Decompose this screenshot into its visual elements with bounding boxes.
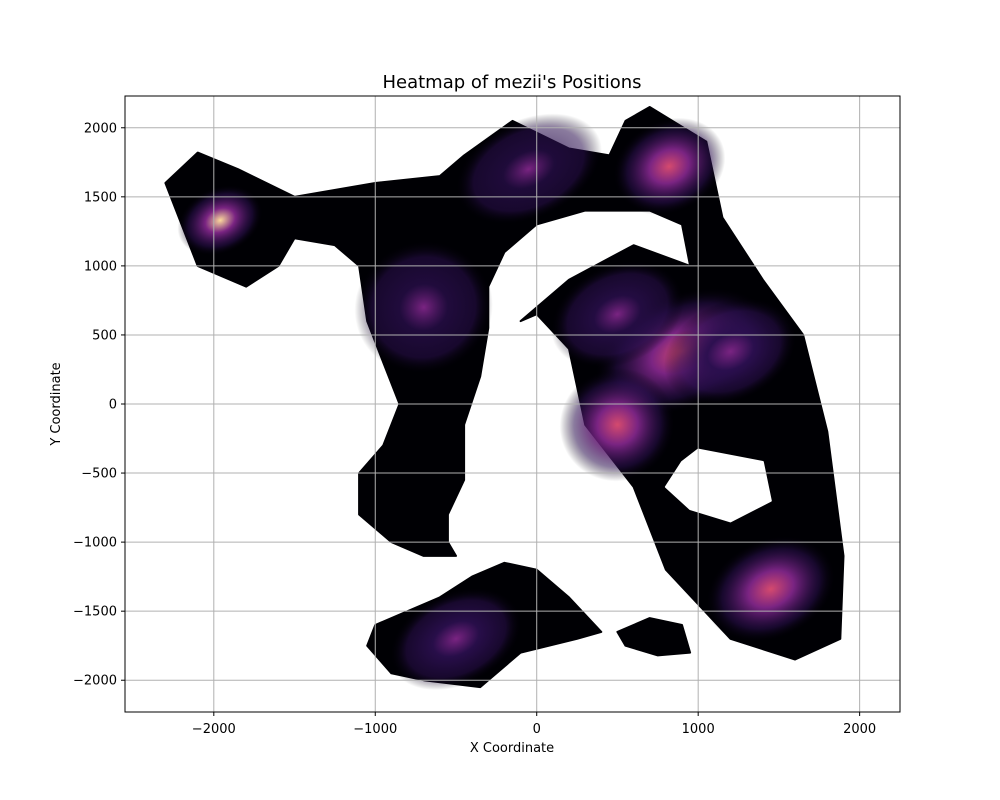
density-region-hole — [664, 448, 772, 523]
hotspot — [354, 240, 493, 375]
density-region-main-region — [164, 106, 845, 661]
hotspot — [663, 297, 798, 406]
hotspot — [177, 184, 264, 256]
y-tick-label: 500 — [92, 328, 117, 343]
x-tick-label: −1000 — [353, 722, 397, 737]
y-tick-label: −500 — [81, 467, 117, 482]
hotspot — [612, 117, 726, 216]
x-tick-label: 0 — [533, 722, 541, 737]
y-tick-label: −1500 — [73, 605, 117, 620]
y-tick-label: 2000 — [84, 121, 117, 136]
x-axis-label: X Coordinate — [470, 741, 554, 756]
density-region-small-bottom-region — [616, 617, 692, 657]
density-layer — [164, 106, 845, 691]
y-tick-label: 1000 — [84, 259, 117, 274]
axis-ticks: −2000 −1000 0 1000 2000 −2000 −1500 −1000 −500 0 5… — [73, 121, 876, 737]
y-axis-label: Y Coordinate — [49, 362, 64, 446]
x-tick-label: −2000 — [192, 722, 236, 737]
y-tick-label: −2000 — [73, 674, 117, 689]
hotspot — [389, 587, 523, 691]
chart-title: Heatmap of mezii's Positions — [382, 72, 641, 93]
y-tick-label: 0 — [109, 398, 117, 413]
y-tick-label: −1000 — [73, 536, 117, 551]
y-tick-label: 1500 — [84, 190, 117, 205]
x-tick-label: 2000 — [843, 722, 876, 737]
x-tick-label: 1000 — [682, 722, 715, 737]
grid-lines — [125, 96, 900, 712]
hotspot — [550, 260, 685, 369]
hotspot — [559, 368, 676, 482]
hotspot — [705, 535, 836, 643]
